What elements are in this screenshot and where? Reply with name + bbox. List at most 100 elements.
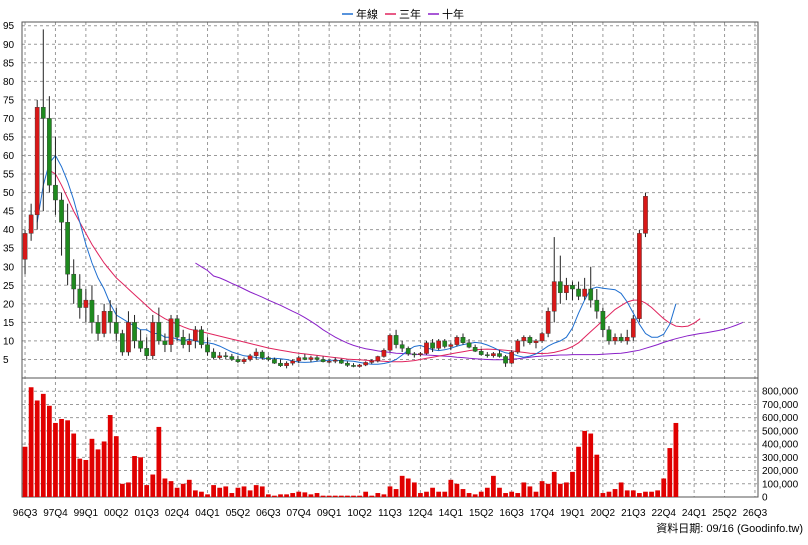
price-tick-label: 30 — [3, 262, 15, 273]
candle-body — [515, 340, 521, 353]
volume-bar — [667, 448, 673, 497]
volume-bar — [95, 449, 101, 497]
x-tick-label: 22Q4 — [651, 508, 676, 519]
candle-body — [235, 359, 241, 362]
volume-bar — [606, 491, 612, 497]
candle-body — [357, 364, 362, 367]
volume-bar — [162, 478, 168, 497]
candle-body — [241, 359, 247, 362]
candle-body — [460, 337, 466, 343]
volume-bar — [612, 489, 618, 497]
candle-body — [570, 285, 575, 290]
volume-bar — [442, 491, 448, 497]
volume-bar — [363, 491, 369, 497]
volume-bar — [278, 494, 283, 497]
candle-body — [521, 337, 527, 342]
candle-body — [199, 329, 204, 345]
volume-bar — [643, 491, 648, 497]
candle-body — [40, 107, 46, 119]
candle-body — [71, 273, 77, 290]
volume-bar — [436, 491, 442, 497]
volume-bar — [174, 487, 180, 497]
volume-bar — [107, 415, 113, 497]
candle-body — [144, 348, 150, 356]
volume-bar — [46, 405, 52, 497]
candle-body — [193, 329, 198, 342]
volume-bar — [168, 481, 174, 497]
moving-average-lines — [36, 154, 743, 365]
price-tick-label: 10 — [3, 336, 15, 347]
volume-bar — [521, 482, 527, 497]
candle-body — [150, 322, 156, 356]
volume-bar — [564, 482, 569, 497]
volume-bar — [454, 483, 460, 497]
candle-body — [223, 355, 229, 357]
volume-bar — [399, 475, 405, 497]
volume-bar — [290, 493, 296, 497]
volume-bar — [582, 430, 588, 497]
candle-body — [107, 311, 113, 323]
candle-body — [369, 360, 375, 363]
price-tick-label: 85 — [3, 58, 15, 69]
volume-bar — [71, 433, 77, 497]
x-tick-label: 24Q1 — [682, 508, 707, 519]
volume-bar — [381, 494, 387, 497]
candle-body — [302, 357, 308, 360]
volume-bar — [126, 482, 131, 497]
price-tick-label: 75 — [3, 95, 15, 106]
volume-bar — [83, 459, 89, 497]
candle-body — [22, 233, 28, 260]
price-tick-label: 45 — [3, 207, 15, 218]
volume-bar — [570, 471, 575, 497]
price-tick-label: 65 — [3, 132, 15, 143]
candle-body — [442, 340, 448, 347]
volume-bar — [588, 433, 594, 497]
candle-body — [436, 340, 441, 349]
volume-bar — [472, 494, 478, 497]
candle-body — [259, 351, 265, 358]
candle-body — [539, 333, 545, 342]
volume-tick-label: 100,000 — [762, 479, 799, 490]
x-tick-label: 25Q2 — [712, 508, 737, 519]
volume-bar — [28, 387, 34, 497]
volume-bar — [223, 486, 229, 497]
candle-body — [345, 362, 350, 366]
volume-bar — [156, 426, 162, 497]
candle-body — [217, 355, 223, 358]
candle-body — [120, 333, 125, 353]
volume-bar — [138, 457, 143, 497]
candle-body — [405, 348, 411, 355]
x-tick-label: 02Q4 — [165, 508, 190, 519]
price-tick-label: 80 — [3, 77, 15, 88]
candle-body — [174, 318, 180, 338]
candle-body — [557, 281, 563, 293]
x-tick-label: 11Q3 — [378, 508, 402, 519]
x-tick-label: 07Q4 — [287, 508, 312, 519]
volume-bar — [576, 446, 581, 497]
x-tick-label: 04Q1 — [195, 508, 220, 519]
candle-body — [53, 184, 58, 201]
volume-bar — [503, 493, 508, 497]
volume-bar — [144, 485, 150, 497]
volume-bar — [484, 487, 490, 497]
x-tick-label: 05Q2 — [226, 508, 251, 519]
x-tick-label: 19Q1 — [560, 508, 585, 519]
candle-body — [630, 318, 636, 338]
volume-bar — [375, 493, 381, 497]
volume-bar — [272, 495, 277, 497]
candle-body — [272, 359, 277, 364]
candle-body — [363, 362, 368, 366]
candle-body — [478, 351, 484, 355]
candle-body — [168, 318, 174, 345]
volume-tick-label: 600,000 — [762, 413, 799, 424]
volume-bar — [253, 485, 259, 497]
candle-body — [624, 337, 630, 342]
volume-bar — [314, 493, 320, 497]
volume-bar — [338, 495, 344, 497]
x-tick-label: 09Q1 — [317, 508, 342, 519]
candle-body — [527, 337, 533, 343]
x-tick-label: 01Q3 — [134, 508, 159, 519]
volume-bar — [515, 493, 521, 497]
candle-body — [211, 351, 216, 358]
candle-body — [101, 311, 107, 334]
